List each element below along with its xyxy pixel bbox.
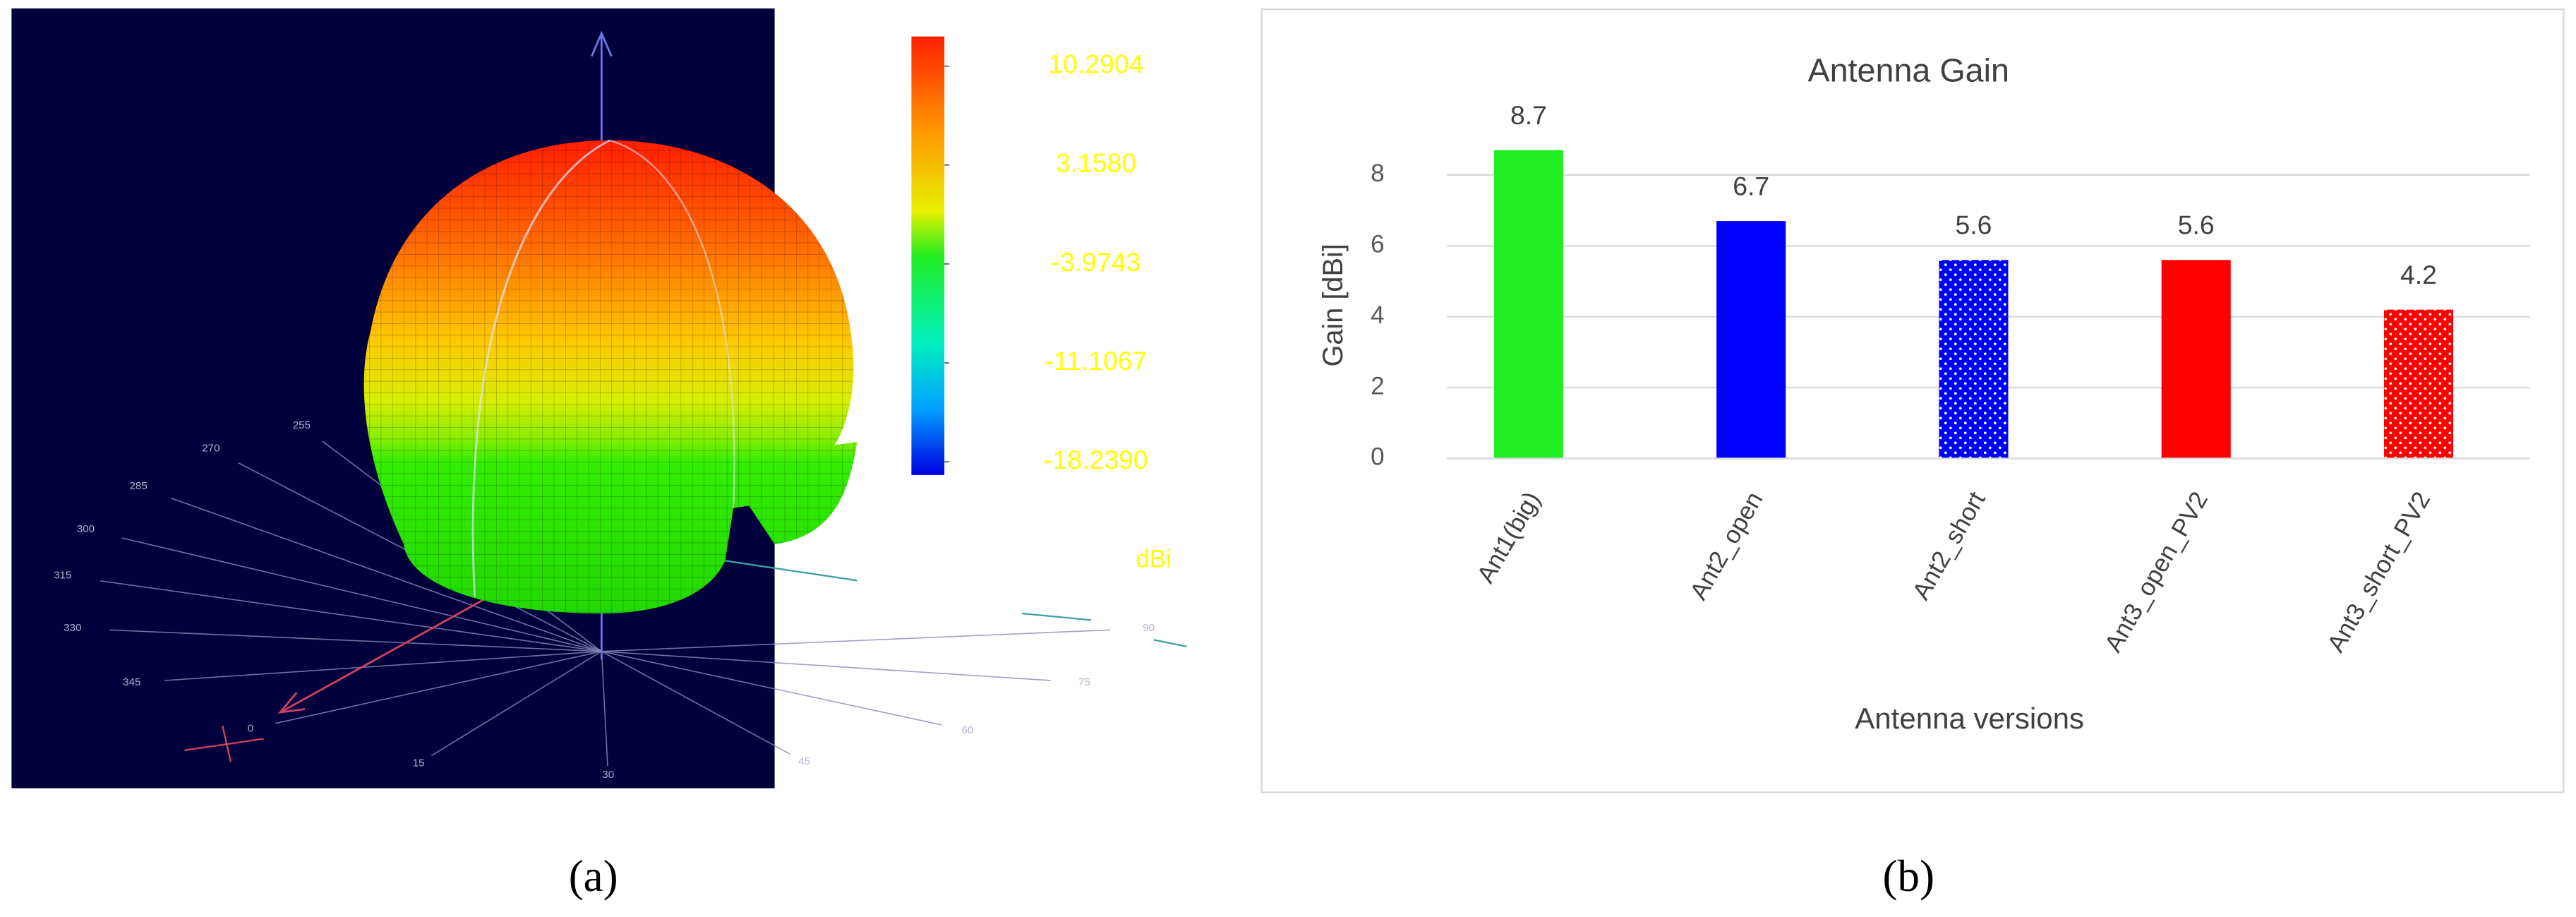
angle-tick-label: 45 (798, 755, 810, 767)
z-axis-arrowhead (591, 30, 613, 57)
x-axis-arrowhead (277, 692, 306, 714)
y-axis-title: Gain [dBi] (1318, 244, 1349, 366)
angle-grid: 255 270 285 300 315 330 345 0 15 30 45 60 75 90 (54, 419, 1155, 781)
panel-a: 255 270 285 300 315 330 345 0 15 30 45 60 75 90 10.29… (11, 8, 1187, 901)
value-label: 5.6 (2178, 210, 2215, 240)
meridian-line (471, 139, 610, 597)
meridian-line (609, 139, 735, 508)
angle-tick-label: 300 (77, 523, 95, 535)
panel-label: (b) (1882, 851, 1934, 901)
colorbar-tick-label: -18.2390 (1044, 445, 1148, 474)
value-label: 5.6 (1955, 210, 1992, 240)
bar (2383, 309, 2454, 459)
angle-tick-label: 0 (248, 722, 253, 734)
bar (1493, 150, 1563, 459)
bar (1716, 221, 1786, 459)
angle-grid-line (601, 629, 1111, 652)
panel-label: (a) (569, 851, 618, 901)
angle-tick-label: 270 (202, 442, 219, 454)
y-tick-label: 8 (1371, 160, 1384, 187)
y-tick-label: 2 (1371, 372, 1384, 400)
colorbar (911, 36, 945, 475)
x-axis-marker (184, 725, 264, 762)
angle-tick-label: 330 (64, 622, 81, 634)
chart-frame (1260, 8, 2565, 793)
angle-grid-line (121, 537, 602, 652)
value-label: 8.7 (1510, 100, 1547, 130)
angle-tick-label: 90 (1143, 622, 1155, 634)
colorbar-tick-label: 10.2904 (1048, 49, 1143, 79)
angle-tick-label: 255 (293, 419, 311, 431)
angle-tick-label: 285 (130, 480, 148, 492)
colorbar-label: dBi (1136, 546, 1172, 573)
angle-grid-line (601, 650, 1051, 681)
angle-tick-label: 75 (1078, 676, 1090, 688)
y-axis-arrow (725, 560, 1187, 647)
radiation-pattern-mesh (363, 140, 854, 614)
angle-grid-line (164, 650, 602, 681)
colorbar-tick-label: 3.1580 (1056, 148, 1136, 178)
angle-tick-label: 60 (961, 724, 973, 736)
angle-grid-line (601, 650, 942, 726)
y-tick-label: 4 (1371, 301, 1384, 329)
pattern-mesh (741, 442, 857, 544)
angle-tick-label: 15 (413, 757, 425, 769)
x-axis-arrow (279, 592, 495, 714)
colorbar-labels: 10.2904 3.1580 -3.9743 -11.1067 -18.2390 (944, 49, 1148, 474)
value-label: 6.7 (1733, 171, 1769, 200)
bar (2161, 260, 2231, 459)
y-tick-label: 6 (1371, 231, 1384, 258)
angle-tick-label: 30 (602, 769, 614, 781)
y-tick-label: 0 (1371, 443, 1384, 471)
angle-grid-line (601, 651, 608, 767)
angle-tick-label: 315 (54, 569, 71, 581)
panel-b: Antenna Gain Gain [dBi] Antenna versions… (1260, 8, 2565, 901)
angle-grid-line (601, 651, 790, 755)
angle-grid-line (431, 651, 602, 757)
angle-grid-line (275, 650, 602, 724)
x-axis-title: Antenna versions (1855, 702, 2084, 735)
angle-grid-line (109, 629, 602, 652)
chart-title: Antenna Gain (1807, 52, 2009, 88)
angle-tick-label: 345 (123, 676, 140, 688)
angle-grid-line (100, 580, 602, 652)
colorbar-tick-label: -3.9743 (1052, 247, 1141, 277)
bar (1939, 260, 2009, 459)
value-label: 4.2 (2400, 260, 2437, 289)
colorbar-tick-label: -11.1067 (1045, 346, 1148, 376)
angle-grid-line (170, 497, 602, 652)
